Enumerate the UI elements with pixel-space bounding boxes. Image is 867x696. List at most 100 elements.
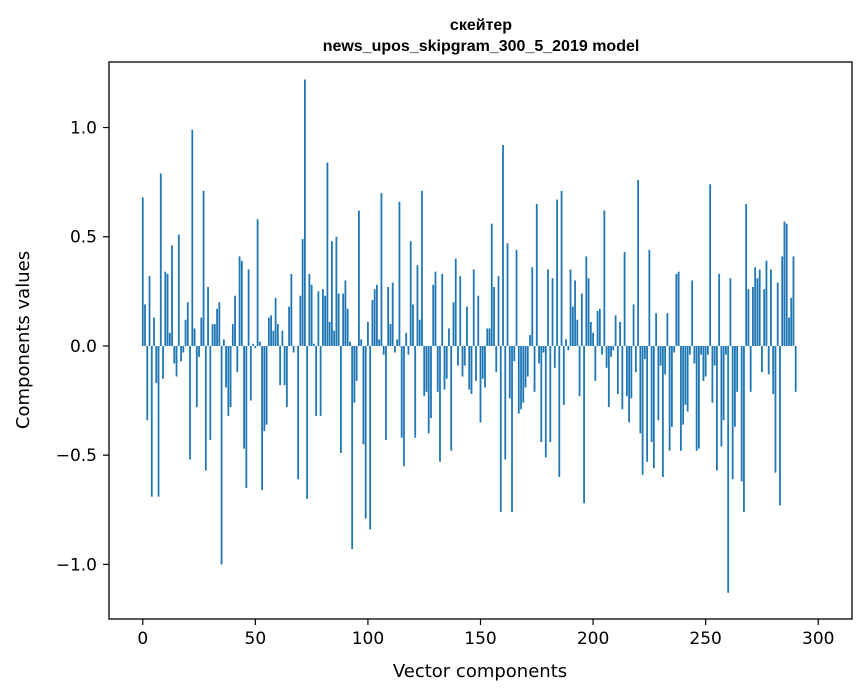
bar-280: [772, 345, 775, 395]
bar-289: [792, 256, 795, 346]
bar-118: [407, 345, 410, 355]
bar-143: [463, 345, 466, 366]
bar-7: [157, 345, 160, 497]
bar-141: [459, 276, 462, 346]
bar-series: [141, 79, 797, 593]
bar-202: [596, 311, 599, 346]
bar-149: [477, 295, 480, 346]
bar-124: [421, 190, 423, 346]
chart-title-line-1: скейтер: [450, 17, 512, 34]
bar-254: [713, 345, 716, 366]
bar-105: [378, 339, 381, 346]
bar-212: [619, 321, 621, 346]
bar-30: [209, 345, 212, 440]
bar-251: [707, 345, 709, 355]
bar-138: [452, 302, 455, 346]
bar-271: [752, 286, 754, 346]
bar-245: [693, 345, 696, 364]
bar-193: [576, 319, 579, 346]
bar-240: [682, 345, 685, 425]
bar-67: [292, 345, 295, 353]
bar-74: [308, 273, 311, 346]
bar-191: [571, 306, 574, 346]
bar-139: [454, 258, 457, 346]
bar-151: [481, 345, 484, 379]
bar-44: [240, 260, 243, 346]
bar-10: [164, 271, 167, 346]
bar-167: [517, 345, 520, 414]
bar-183: [553, 345, 556, 368]
bar-222: [641, 345, 644, 475]
bar-53: [261, 345, 263, 491]
y-axis: −1.0 −0.5 0.0 0.5 1.0: [56, 119, 109, 575]
bar-119: [409, 241, 412, 346]
bar-136: [448, 328, 450, 346]
bar-283: [779, 345, 781, 506]
bar-100: [367, 321, 369, 346]
bar-176: [538, 345, 540, 364]
x-axis-label: Vector components: [393, 661, 567, 682]
bar-206: [605, 345, 608, 368]
bar-161: [504, 345, 507, 460]
bar-267: [743, 345, 745, 512]
bar-279: [770, 269, 772, 346]
bar-6: [155, 345, 158, 384]
bar-233: [666, 313, 669, 346]
bar-238: [677, 271, 680, 346]
bar-133: [441, 273, 444, 346]
bar-184: [556, 199, 558, 346]
bar-189: [567, 345, 570, 351]
y-tick-label: 0.5: [70, 228, 97, 248]
bar-154: [488, 328, 491, 346]
bar-3: [148, 276, 151, 346]
bar-79: [319, 345, 322, 416]
bar-269: [747, 289, 750, 346]
bar-77: [315, 345, 318, 416]
bar-60: [276, 324, 279, 346]
y-tick-label: −1.0: [56, 555, 97, 575]
y-tick-label: 1.0: [70, 119, 97, 139]
bar-92: [349, 341, 351, 346]
x-tick-label: 300: [802, 629, 834, 649]
bar-185: [558, 345, 561, 478]
bar-13: [171, 245, 173, 346]
x-tick-label: 0: [137, 629, 148, 649]
bar-179: [544, 345, 547, 458]
bar-181: [549, 345, 552, 443]
bar-201: [594, 345, 597, 381]
bar-287: [788, 317, 790, 346]
bar-178: [542, 345, 545, 353]
bar-56: [267, 317, 270, 346]
bar-157: [495, 345, 498, 373]
bar-21: [189, 345, 191, 460]
bar-78: [317, 291, 320, 346]
bar-15: [175, 345, 178, 377]
bar-33: [216, 308, 218, 346]
bar-36: [222, 339, 225, 346]
bar-166: [515, 249, 518, 346]
bar-70: [299, 295, 302, 346]
bar-277: [765, 260, 768, 346]
bar-45: [243, 345, 245, 449]
bar-129: [432, 284, 435, 346]
bar-40: [231, 324, 234, 346]
bar-27: [202, 190, 205, 346]
bar-117: [405, 332, 408, 346]
bar-128: [430, 345, 432, 419]
bar-171: [526, 345, 529, 377]
bar-126: [425, 345, 428, 392]
bar-87: [337, 293, 340, 346]
bar-285: [783, 221, 786, 346]
bar-69: [297, 345, 300, 480]
bar-94: [353, 345, 356, 403]
bar-93: [351, 345, 354, 550]
bar-263: [734, 345, 736, 427]
bar-90: [344, 280, 347, 346]
bar-112: [394, 345, 396, 353]
bar-227: [652, 345, 655, 469]
bar-131: [436, 345, 439, 392]
bar-102: [371, 300, 374, 346]
bar-48: [249, 345, 252, 401]
bar-2: [146, 345, 149, 421]
